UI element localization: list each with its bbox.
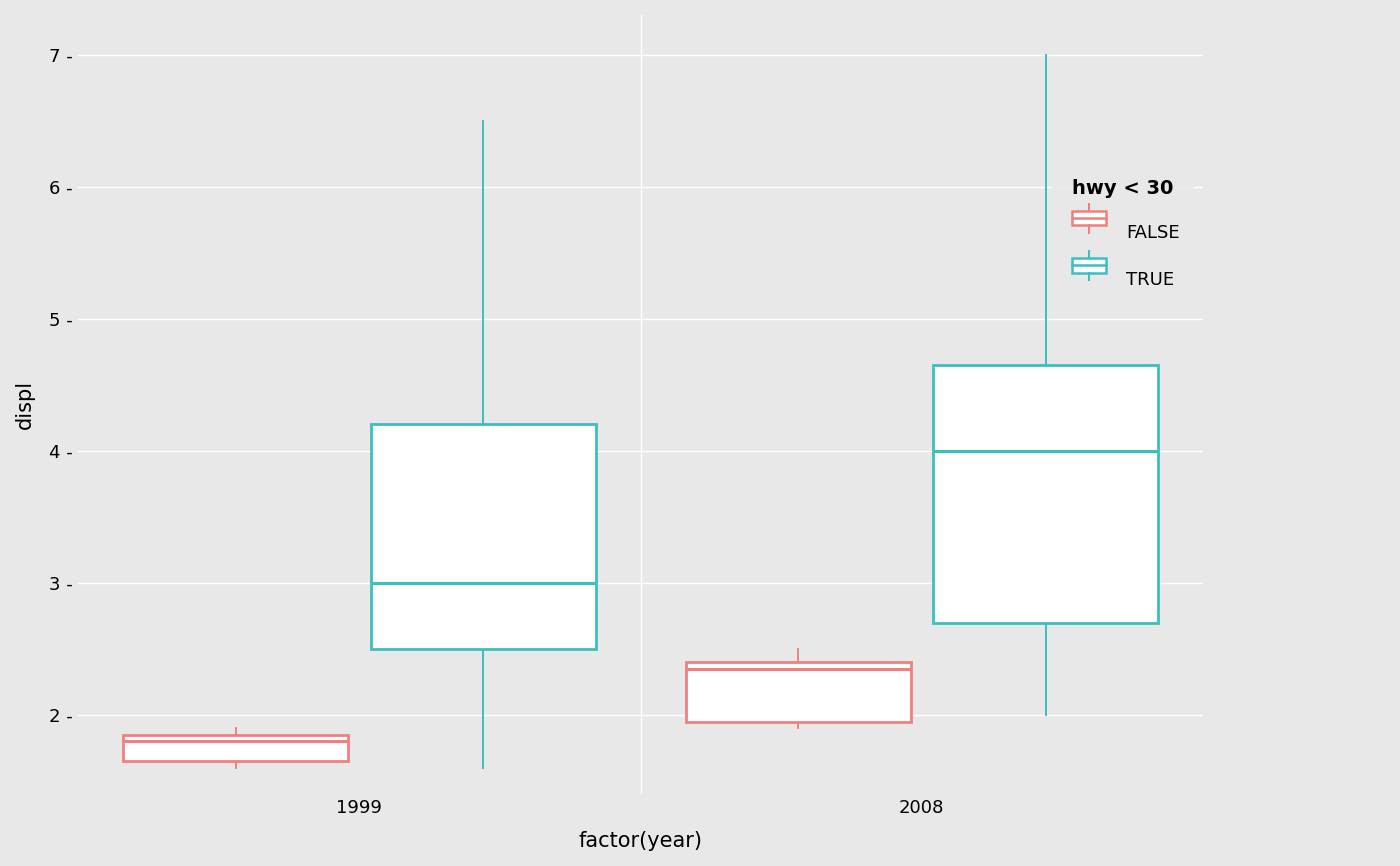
Y-axis label: displ: displ bbox=[15, 380, 35, 430]
Bar bbox=[686, 662, 910, 721]
Legend: FALSE, TRUE: FALSE, TRUE bbox=[1051, 165, 1194, 307]
Bar bbox=[371, 424, 595, 649]
Bar bbox=[123, 735, 349, 761]
X-axis label: factor(year): factor(year) bbox=[578, 831, 703, 851]
Bar bbox=[932, 365, 1158, 623]
